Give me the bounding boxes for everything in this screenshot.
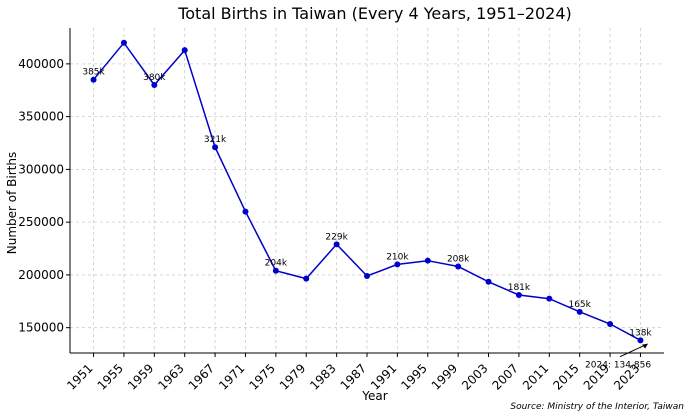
data-label: 229k — [325, 232, 348, 242]
data-point — [90, 76, 97, 83]
data-point — [546, 295, 553, 302]
data-point — [576, 308, 583, 315]
data-point — [333, 241, 340, 248]
y-tick-label: 350000 — [18, 110, 64, 124]
x-tick-label: 2007 — [490, 361, 521, 392]
x-tick-label: 1963 — [155, 361, 186, 392]
x-tick-label: 1959 — [125, 361, 156, 392]
data-point — [455, 263, 462, 270]
annotation-arrowhead — [642, 343, 649, 349]
x-tick-label: 1991 — [368, 361, 399, 392]
data-point — [515, 291, 522, 298]
data-label: 138k — [629, 328, 652, 338]
data-point — [607, 320, 614, 327]
data-labels: 385k 380k 321k 204k 229k 210k 208k 181k 165k 138k — [82, 68, 652, 339]
data-point — [485, 278, 492, 285]
x-tick-label: 2011 — [520, 361, 551, 392]
x-axis-label: Year — [361, 389, 387, 403]
data-point — [212, 144, 219, 151]
x-tick-label: 1951 — [64, 361, 95, 392]
data-label: 181k — [508, 283, 531, 293]
x-tick-label: 1999 — [429, 361, 460, 392]
data-point — [242, 208, 249, 215]
data-label: 204k — [265, 259, 288, 269]
data-point — [303, 275, 310, 282]
x-tick-label: 1955 — [95, 361, 126, 392]
x-tick-label: 1979 — [277, 361, 308, 392]
x-tick-label: 1983 — [307, 361, 338, 392]
x-tick-label: 1967 — [186, 361, 217, 392]
series-births — [90, 39, 644, 344]
y-tick-label: 400000 — [18, 57, 64, 71]
annotation-text: 2024: 134,856 — [585, 361, 651, 371]
x-tick-label: 1971 — [216, 361, 247, 392]
data-point — [120, 39, 127, 46]
chart-title: Total Births in Taiwan (Every 4 Years, 1… — [177, 4, 572, 23]
y-axis-label: Number of Births — [5, 152, 19, 254]
grid-lines — [70, 28, 664, 353]
y-tick-label: 150000 — [18, 321, 64, 335]
data-label: 210k — [386, 252, 409, 262]
y-tick-label: 300000 — [18, 162, 64, 176]
data-point — [364, 272, 370, 279]
y-tick-label: 200000 — [18, 268, 64, 282]
data-point — [272, 267, 279, 274]
source-note: Source: Ministry of the Interior, Taiwan — [510, 402, 684, 412]
data-point — [394, 261, 401, 268]
x-tick-label: 1975 — [246, 361, 277, 392]
annotation-arrow — [619, 344, 647, 358]
data-label: 321k — [204, 135, 227, 145]
data-label: 385k — [82, 68, 105, 78]
annotation: 2024: 134,856 — [585, 343, 651, 371]
x-tick-label: 1987 — [338, 361, 369, 392]
data-label: 165k — [568, 300, 591, 310]
data-point — [151, 81, 158, 88]
x-tick-label: 2003 — [459, 361, 490, 392]
data-point — [424, 257, 431, 264]
x-tick-label: 1995 — [398, 361, 429, 392]
data-label: 208k — [447, 254, 470, 264]
y-tick-label: 250000 — [18, 215, 64, 229]
data-point — [181, 47, 188, 54]
data-point — [637, 337, 644, 344]
data-label: 380k — [143, 73, 166, 83]
x-tick-label: 2015 — [550, 361, 581, 392]
